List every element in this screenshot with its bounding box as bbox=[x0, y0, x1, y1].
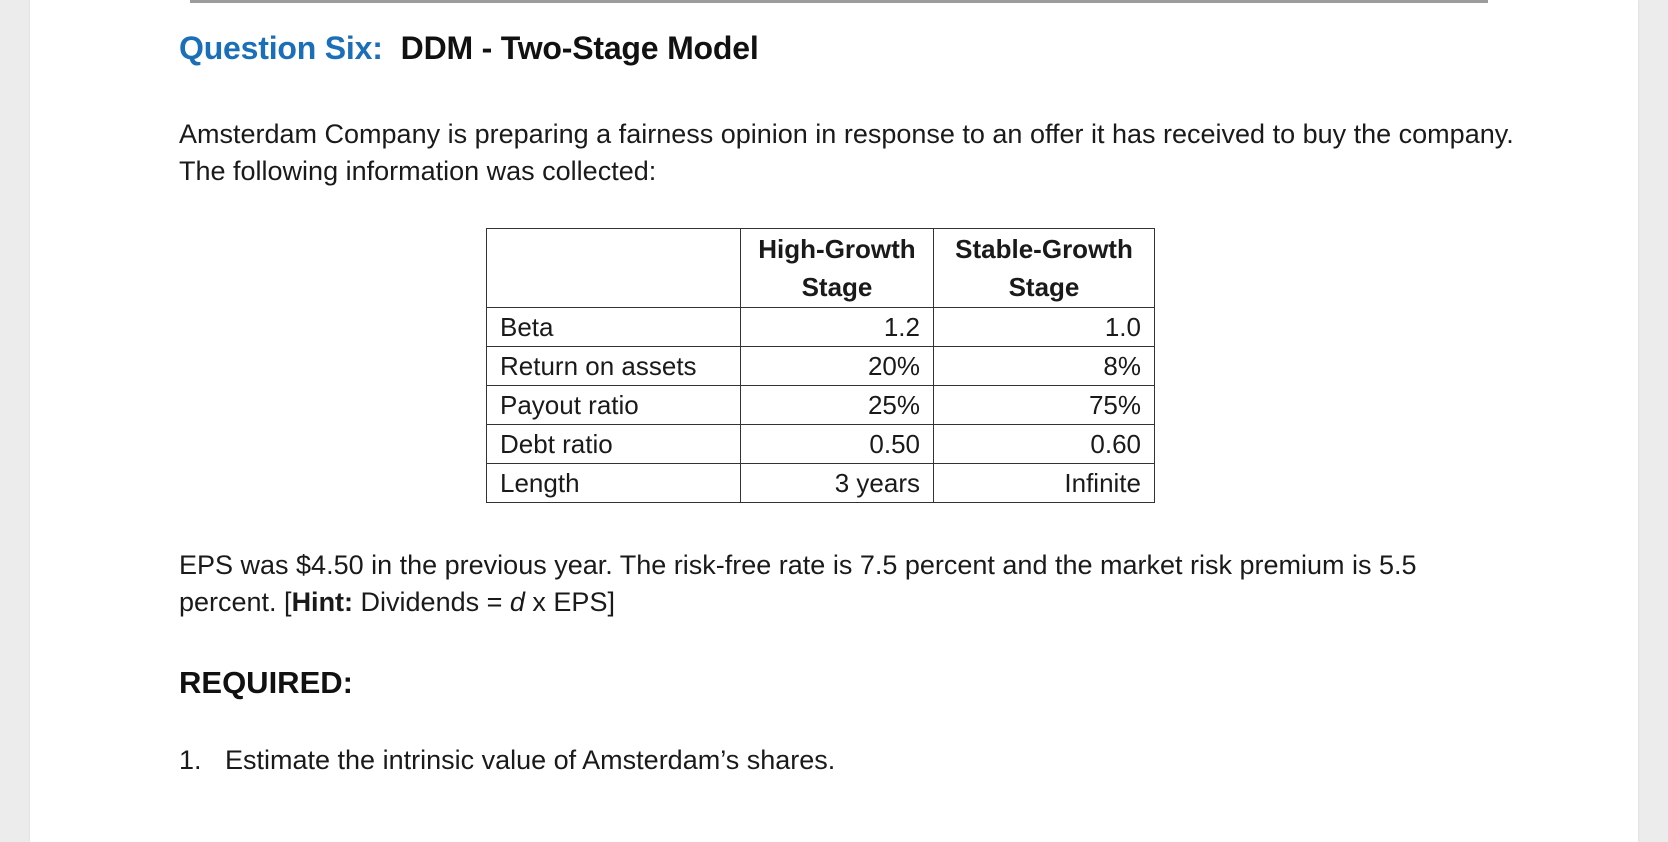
high-growth-value: 25% bbox=[740, 385, 934, 425]
row-label: Return on assets bbox=[486, 346, 741, 386]
table-row: Payout ratio 25% 75% bbox=[486, 385, 1155, 425]
table-header-cell: Stable-Growth Stage bbox=[933, 228, 1155, 308]
table-row: Debt ratio 0.50 0.60 bbox=[486, 424, 1155, 464]
question-item: 1. Estimate the intrinsic value of Amster… bbox=[179, 745, 835, 776]
hint-text-after: x EPS] bbox=[524, 587, 615, 617]
stage-data-table: High-Growth Stage Stable-Growth Stage Be… bbox=[486, 228, 1155, 503]
hint-text-before: Dividends = bbox=[353, 587, 510, 617]
intro-paragraph: Amsterdam Company is preparing a fairnes… bbox=[179, 119, 1514, 186]
question-item-text: Estimate the intrinsic value of Amsterda… bbox=[225, 745, 836, 775]
top-divider bbox=[190, 0, 1488, 3]
table-header-row: High-Growth Stage Stable-Growth Stage bbox=[486, 228, 1155, 308]
table-row: Return on assets 20% 8% bbox=[486, 346, 1155, 386]
required-heading: REQUIRED: bbox=[179, 665, 353, 700]
row-label: Debt ratio bbox=[486, 424, 741, 464]
question-title: DDM - Two-Stage Model bbox=[400, 30, 759, 66]
high-growth-value: 3 years bbox=[740, 463, 934, 503]
stable-growth-value: 1.0 bbox=[933, 307, 1155, 347]
table-row: Beta 1.2 1.0 bbox=[486, 307, 1155, 347]
question-item-number: 1. bbox=[179, 745, 202, 775]
stable-growth-value: 0.60 bbox=[933, 424, 1155, 464]
document-page: Question Six: DDM - Two-Stage Model Amste… bbox=[30, 0, 1638, 842]
table-header-cell bbox=[486, 228, 741, 308]
high-growth-value: 0.50 bbox=[740, 424, 934, 464]
table-header-cell: High-Growth Stage bbox=[740, 228, 934, 308]
eps-text: EPS was $4.50 in the previous year. The … bbox=[179, 550, 1417, 617]
stable-growth-value: 8% bbox=[933, 346, 1155, 386]
table-row: Length 3 years Infinite bbox=[486, 463, 1155, 503]
high-growth-value: 20% bbox=[740, 346, 934, 386]
row-label: Payout ratio bbox=[486, 385, 741, 425]
question-number: Question Six: bbox=[179, 30, 383, 66]
row-label: Length bbox=[486, 463, 741, 503]
eps-paragraph: EPS was $4.50 in the previous year. The … bbox=[179, 547, 1519, 621]
question-heading: Question Six: DDM - Two-Stage Model bbox=[179, 30, 759, 67]
stable-growth-value: Infinite bbox=[933, 463, 1155, 503]
hint-label: Hint: bbox=[291, 587, 354, 617]
row-label: Beta bbox=[486, 307, 741, 347]
high-growth-value: 1.2 bbox=[740, 307, 934, 347]
stable-growth-value: 75% bbox=[933, 385, 1155, 425]
hint-variable: d bbox=[509, 587, 525, 617]
